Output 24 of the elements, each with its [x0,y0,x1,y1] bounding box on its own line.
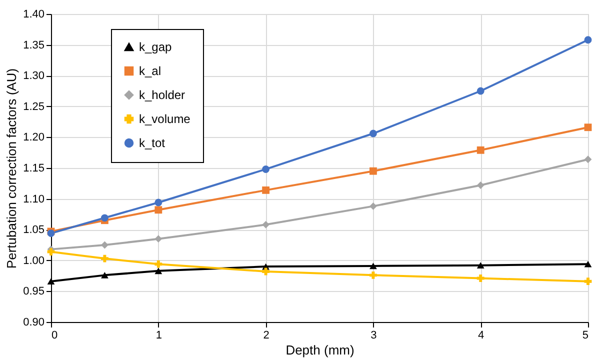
legend-label: k_volume [139,112,191,126]
x-tick-label: 4 [478,330,484,342]
legend-label: k_gap [139,40,172,54]
x-tick-label: 0 [52,330,58,342]
y-tick-label: 0.95 [23,286,44,298]
x-tick-label: 1 [156,330,162,342]
x-tick-label: 3 [370,330,377,342]
y-tick-label: 1.35 [23,39,44,52]
y-tick-label: 1.25 [23,100,44,113]
y-tick-label: 1.40 [23,8,44,20]
y-tick-label: 1.00 [23,254,44,267]
legend-label: k_holder [139,88,186,102]
y-tick-label: 1.30 [23,70,44,82]
y-tick-label: 1.20 [23,132,44,144]
y-tick-label: 1.05 [23,224,44,236]
legend-label: k_al [139,64,162,78]
y-tick-label: 1.15 [23,162,44,174]
y-tick-label: 0.90 [23,316,44,328]
y-tick-label: 1.10 [23,193,44,206]
y-axis-title: Pertubation correction factors (AU) [4,68,20,269]
legend-label: k_tot [139,136,166,150]
x-tick-label: 5 [582,330,588,342]
x-axis-title: Depth (mm) [286,342,354,358]
x-tick-label: 2 [263,330,270,342]
